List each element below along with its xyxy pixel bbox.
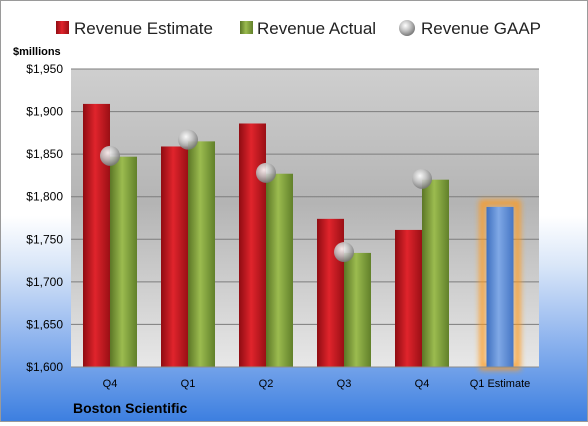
x-tick-label: Q4 (415, 378, 430, 390)
y-axis-unit-label: $millions (13, 46, 61, 58)
y-axis-ticks: $1,600 $1,650 $1,700 $1,750 $1,800 $1,850 $1,9… (26, 62, 63, 374)
bar-revenue-estimate (161, 146, 188, 367)
legend-label-actual: Revenue Actual (257, 19, 376, 38)
marker-revenue-gaap (178, 129, 198, 150)
legend-marker-gaap (399, 20, 415, 36)
x-tick-label: Q1 Estimate (470, 378, 531, 390)
x-tick-label: Q3 (337, 378, 352, 390)
plot-area (71, 69, 539, 367)
bar-revenue-actual (266, 173, 293, 367)
marker-revenue-gaap (412, 168, 432, 189)
company-name: Boston Scientific (73, 400, 188, 416)
y-tick-label: $1,600 (26, 360, 63, 374)
bar-revenue-estimate (317, 218, 344, 367)
x-tick-label: Q4 (103, 378, 118, 390)
bar-revenue-actual (422, 179, 449, 367)
legend-swatch-estimate (56, 21, 69, 34)
bar-revenue-actual (188, 141, 215, 367)
bar-revenue-estimate (395, 229, 422, 367)
y-tick-label: $1,850 (26, 147, 63, 161)
x-axis-ticks: Q4 Q1 Q2 Q3 Q4 Q1 Estimate (103, 378, 531, 390)
bars (83, 103, 521, 370)
legend: Revenue Estimate Revenue Actual Revenue … (56, 19, 541, 38)
bar-revenue-actual (110, 156, 137, 367)
y-tick-label: $1,650 (26, 317, 63, 331)
bar-q1-estimate (486, 206, 514, 367)
y-tick-label: $1,750 (26, 232, 63, 246)
y-tick-label: $1,900 (26, 105, 63, 119)
marker-revenue-gaap (334, 242, 354, 263)
gaap-markers (100, 129, 432, 263)
marker-revenue-gaap (256, 162, 276, 183)
marker-revenue-gaap (100, 145, 120, 166)
x-tick-label: Q1 (181, 378, 196, 390)
legend-label-gaap: Revenue GAAP (421, 19, 541, 38)
bar-revenue-estimate (239, 123, 266, 368)
y-tick-label: $1,700 (26, 275, 63, 289)
x-tick-label: Q2 (259, 378, 274, 390)
y-tick-label: $1,800 (26, 190, 63, 204)
bar-revenue-estimate (83, 103, 110, 367)
legend-label-estimate: Revenue Estimate (74, 19, 213, 38)
y-tick-label: $1,950 (26, 62, 63, 76)
gridlines (71, 68, 539, 325)
legend-swatch-actual (240, 21, 253, 34)
bar-revenue-actual (344, 252, 371, 367)
